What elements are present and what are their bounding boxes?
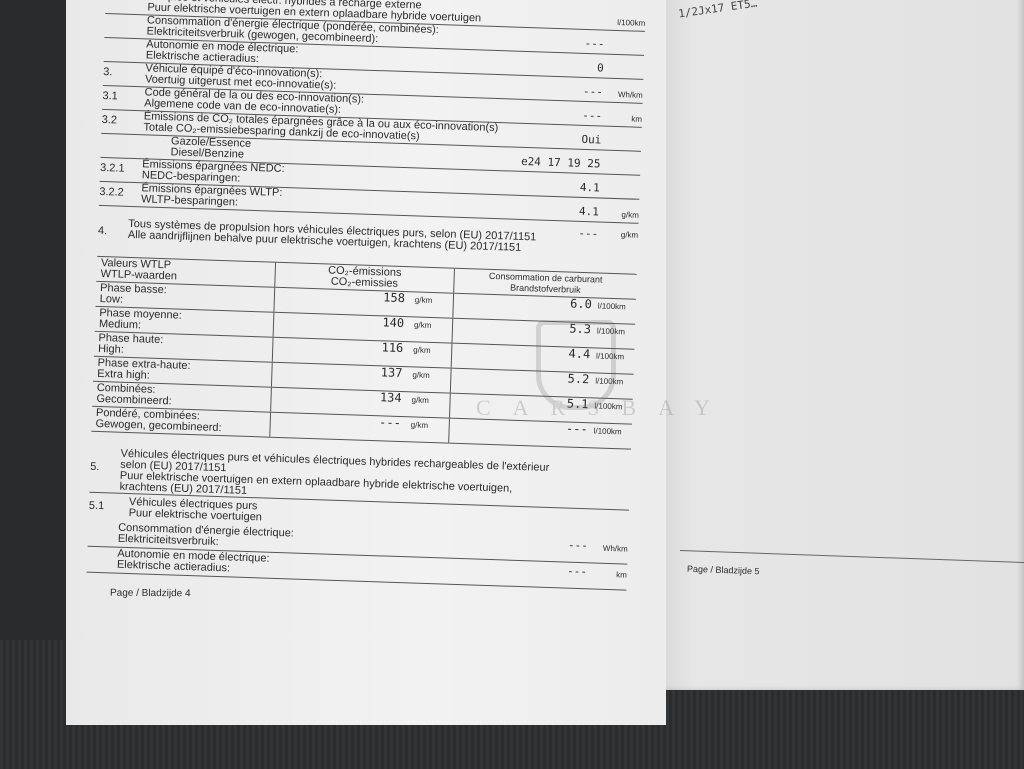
co2-value: 158 (383, 290, 406, 306)
row-value: 4.1 (578, 204, 600, 219)
ev-label-nl: Elektriciteitsverbruik: (117, 532, 219, 549)
row-value: 0 (596, 61, 604, 75)
co2-value: 140 (382, 315, 405, 331)
co2-value: 137 (380, 365, 403, 381)
co2-value: 116 (381, 340, 404, 356)
row-number (101, 139, 129, 140)
row-value: --- (582, 84, 604, 99)
carsbay-watermark: CARSBAY (416, 300, 736, 450)
ev-unit: Wh/km (602, 543, 628, 554)
shield-car-logo-icon (536, 320, 616, 410)
row-number: 3.2 (101, 113, 118, 127)
ev-value: --- (566, 564, 588, 579)
row-value: --- (582, 108, 603, 123)
row-label-nl: WLTP-besparingen: (140, 193, 239, 209)
ev-label-nl: Elektrische actieradius: (116, 558, 231, 575)
row-value: Oui (581, 132, 602, 147)
row-number (104, 43, 132, 44)
row-number: 3. (103, 65, 113, 79)
right-page (664, 0, 1024, 690)
row-unit: Wh/km (617, 90, 643, 100)
row-unit: g/km (621, 210, 639, 220)
row-unit: km (631, 114, 643, 124)
co2-value: 134 (379, 390, 402, 406)
row-value: e24 17 19 25 (520, 154, 601, 171)
row-number: 3.2.1 (99, 161, 125, 175)
row-unit: l/100km (617, 17, 646, 28)
row-value: 4.1 (579, 180, 600, 195)
left-page: …mples et véhicules électr. hybrides à r… (66, 0, 710, 725)
row-value: --- (584, 36, 605, 51)
left-page-footer: Page / Bladzijde 4 (109, 587, 191, 600)
ev-value: --- (567, 538, 589, 553)
section-4: 4. Tous systèmes de propulsion hors véhi… (97, 217, 537, 254)
row-number: 3.2.2 (99, 185, 124, 199)
row-number: 3.1 (102, 89, 118, 103)
ev-unit: km (616, 570, 628, 580)
row-number (105, 19, 133, 20)
co2-value: --- (378, 415, 402, 431)
